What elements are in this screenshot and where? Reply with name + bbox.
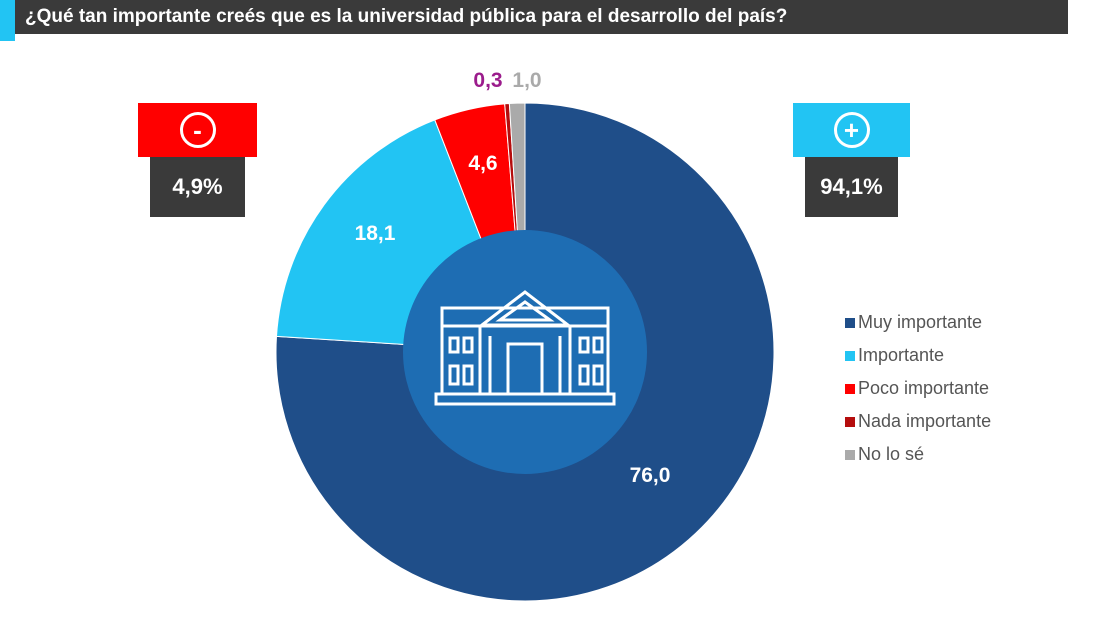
positive-box: +: [793, 103, 910, 157]
legend-label: No lo sé: [858, 444, 925, 464]
legend-item: Importante: [845, 339, 991, 372]
legend: Muy importante Importante Poco importante N…: [845, 306, 991, 471]
data-label: 76,0: [630, 464, 671, 487]
legend-swatch: [845, 317, 855, 328]
data-label: 0,3: [473, 69, 502, 92]
legend-swatch: [845, 350, 855, 361]
legend-label: Poco importante: [858, 378, 990, 398]
negative-total: 4,9%: [150, 157, 245, 217]
university-building-icon: [434, 290, 616, 406]
legend-label: Importante: [858, 345, 945, 365]
plus-icon: +: [833, 112, 870, 148]
title-accent: [0, 0, 15, 41]
data-label: 1,0: [512, 69, 541, 92]
legend-label: Nada importante: [858, 411, 992, 431]
center-circle: [403, 230, 647, 474]
legend-swatch: [845, 416, 855, 427]
negative-box: -: [138, 103, 257, 157]
data-label: 18,1: [355, 222, 396, 245]
positive-total: 94,1%: [805, 157, 898, 217]
chart-title: ¿Qué tan importante creés que es la univ…: [15, 0, 1068, 34]
legend-swatch: [845, 383, 855, 394]
data-label: 4,6: [468, 152, 497, 175]
minus-icon: -: [179, 112, 216, 148]
legend-swatch: [845, 449, 855, 460]
legend-item: Muy importante: [845, 306, 991, 339]
legend-item: Poco importante: [845, 372, 991, 405]
legend-label: Muy importante: [858, 312, 983, 332]
legend-item: No lo sé: [845, 438, 991, 471]
legend-item: Nada importante: [845, 405, 991, 438]
